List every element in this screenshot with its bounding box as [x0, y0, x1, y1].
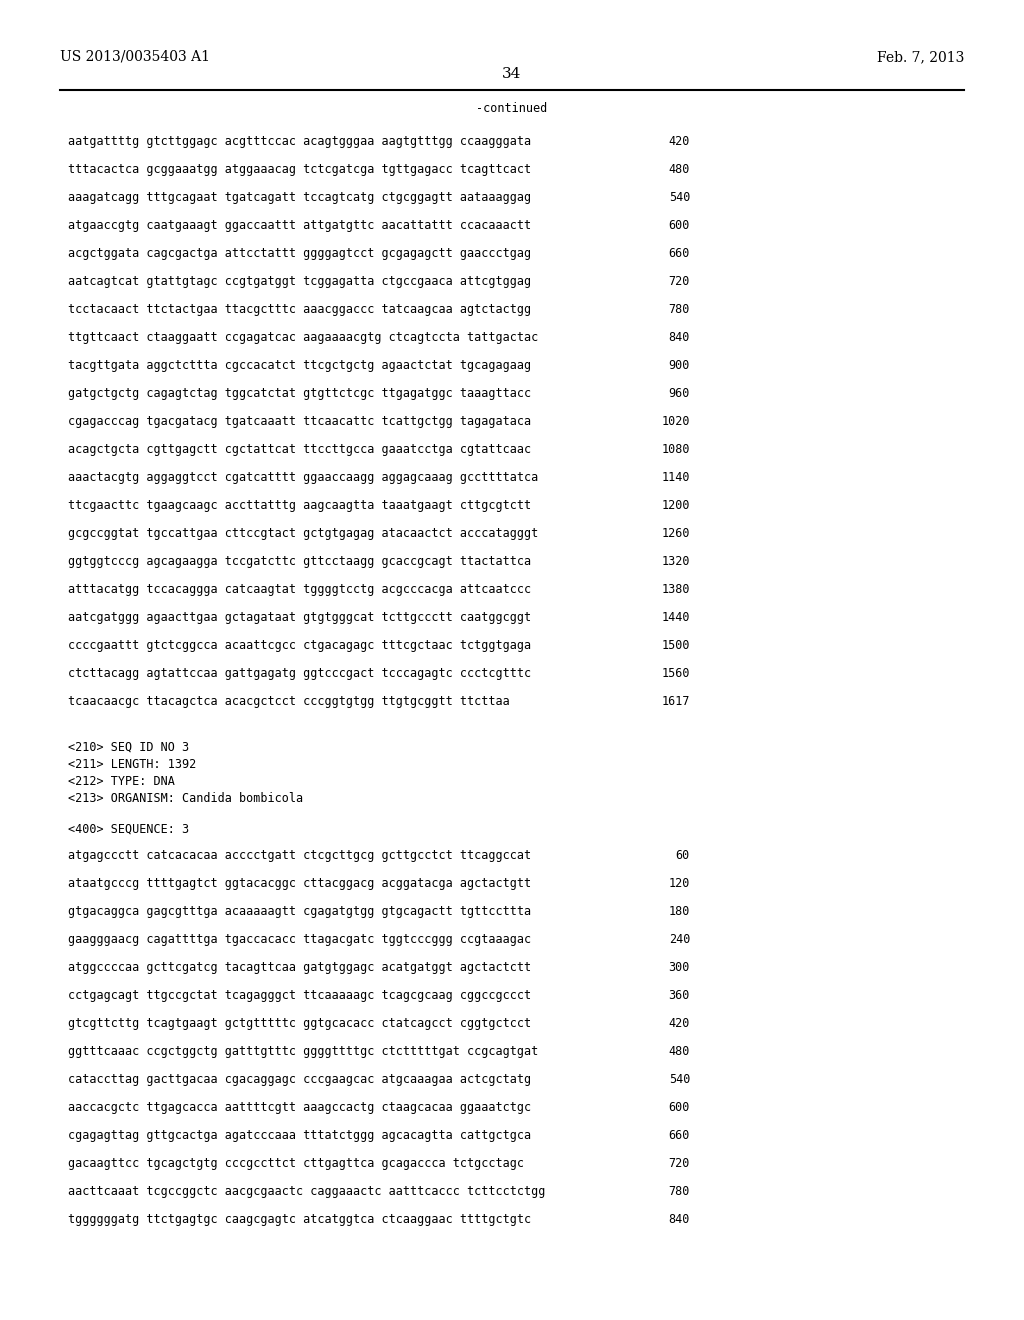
- Text: tcctacaact ttctactgaa ttacgctttc aaacggaccc tatcaagcaa agtctactgg: tcctacaact ttctactgaa ttacgctttc aaacgga…: [68, 304, 531, 315]
- Text: 540: 540: [669, 1073, 690, 1086]
- Text: ctcttacagg agtattccaa gattgagatg ggtcccgact tcccagagtc ccctcgtttc: ctcttacagg agtattccaa gattgagatg ggtcccg…: [68, 667, 531, 680]
- Text: 60: 60: [676, 849, 690, 862]
- Text: tggggggatg ttctgagtgc caagcgagtc atcatggtca ctcaaggaac ttttgctgtc: tggggggatg ttctgagtgc caagcgagtc atcatgg…: [68, 1213, 531, 1226]
- Text: 360: 360: [669, 989, 690, 1002]
- Text: aaactacgtg aggaggtcct cgatcatttt ggaaccaagg aggagcaaag gccttttatca: aaactacgtg aggaggtcct cgatcatttt ggaacca…: [68, 471, 539, 484]
- Text: atgagccctt catcacacaa acccctgatt ctcgcttgcg gcttgcctct ttcaggccat: atgagccctt catcacacaa acccctgatt ctcgctt…: [68, 849, 531, 862]
- Text: 1380: 1380: [662, 583, 690, 597]
- Text: ccccgaattt gtctcggcca acaattcgcc ctgacagagc tttcgctaac tctggtgaga: ccccgaattt gtctcggcca acaattcgcc ctgacag…: [68, 639, 531, 652]
- Text: gtcgttcttg tcagtgaagt gctgtttttc ggtgcacacc ctatcagcct cggtgctcct: gtcgttcttg tcagtgaagt gctgtttttc ggtgcac…: [68, 1016, 531, 1030]
- Text: 480: 480: [669, 162, 690, 176]
- Text: 900: 900: [669, 359, 690, 372]
- Text: aatcgatggg agaacttgaa gctagataat gtgtgggcat tcttgccctt caatggcggt: aatcgatggg agaacttgaa gctagataat gtgtggg…: [68, 611, 531, 624]
- Text: 1500: 1500: [662, 639, 690, 652]
- Text: ggtggtcccg agcagaagga tccgatcttc gttcctaagg gcaccgcagt ttactattca: ggtggtcccg agcagaagga tccgatcttc gttccta…: [68, 554, 531, 568]
- Text: acgctggata cagcgactga attcctattt ggggagtcct gcgagagctt gaaccctgag: acgctggata cagcgactga attcctattt ggggagt…: [68, 247, 531, 260]
- Text: 1260: 1260: [662, 527, 690, 540]
- Text: 600: 600: [669, 219, 690, 232]
- Text: 1617: 1617: [662, 696, 690, 708]
- Text: 1320: 1320: [662, 554, 690, 568]
- Text: <400> SEQUENCE: 3: <400> SEQUENCE: 3: [68, 822, 189, 836]
- Text: cataccttag gacttgacaa cgacaggagc cccgaagcac atgcaaagaa actcgctatg: cataccttag gacttgacaa cgacaggagc cccgaag…: [68, 1073, 531, 1086]
- Text: 780: 780: [669, 1185, 690, 1199]
- Text: tttacactca gcggaaatgg atggaaacag tctcgatcga tgttgagacc tcagttcact: tttacactca gcggaaatgg atggaaacag tctcgat…: [68, 162, 531, 176]
- Text: aaagatcagg tttgcagaat tgatcagatt tccagtcatg ctgcggagtt aataaaggag: aaagatcagg tttgcagaat tgatcagatt tccagtc…: [68, 191, 531, 205]
- Text: 720: 720: [669, 1158, 690, 1170]
- Text: atgaaccgtg caatgaaagt ggaccaattt attgatgttc aacattattt ccacaaactt: atgaaccgtg caatgaaagt ggaccaattt attgatg…: [68, 219, 531, 232]
- Text: <213> ORGANISM: Candida bombicola: <213> ORGANISM: Candida bombicola: [68, 792, 303, 805]
- Text: tcaacaacgc ttacagctca acacgctcct cccggtgtgg ttgtgcggtt ttcttaa: tcaacaacgc ttacagctca acacgctcct cccggtg…: [68, 696, 510, 708]
- Text: aaccacgctc ttgagcacca aattttcgtt aaagccactg ctaagcacaa ggaaatctgc: aaccacgctc ttgagcacca aattttcgtt aaagcca…: [68, 1101, 531, 1114]
- Text: tacgttgata aggctcttta cgccacatct ttcgctgctg agaactctat tgcagagaag: tacgttgata aggctcttta cgccacatct ttcgctg…: [68, 359, 531, 372]
- Text: gtgacaggca gagcgtttga acaaaaagtt cgagatgtgg gtgcagactt tgttccttta: gtgacaggca gagcgtttga acaaaaagtt cgagatg…: [68, 906, 531, 917]
- Text: atggccccaa gcttcgatcg tacagttcaa gatgtggagc acatgatggt agctactctt: atggccccaa gcttcgatcg tacagttcaa gatgtgg…: [68, 961, 531, 974]
- Text: aacttcaaat tcgccggctc aacgcgaactc caggaaactc aatttcaccc tcttcctctgg: aacttcaaat tcgccggctc aacgcgaactc caggaa…: [68, 1185, 546, 1199]
- Text: 120: 120: [669, 876, 690, 890]
- Text: ataatgcccg ttttgagtct ggtacacggc cttacggacg acggatacga agctactgtt: ataatgcccg ttttgagtct ggtacacggc cttacgg…: [68, 876, 531, 890]
- Text: 240: 240: [669, 933, 690, 946]
- Text: 1560: 1560: [662, 667, 690, 680]
- Text: 660: 660: [669, 1129, 690, 1142]
- Text: atttacatgg tccacaggga catcaagtat tggggtcctg acgcccacga attcaatccc: atttacatgg tccacaggga catcaagtat tggggtc…: [68, 583, 531, 597]
- Text: 960: 960: [669, 387, 690, 400]
- Text: aatcagtcat gtattgtagc ccgtgatggt tcggagatta ctgccgaaca attcgtggag: aatcagtcat gtattgtagc ccgtgatggt tcggaga…: [68, 275, 531, 288]
- Text: 1020: 1020: [662, 414, 690, 428]
- Text: 1140: 1140: [662, 471, 690, 484]
- Text: gaagggaacg cagattttga tgaccacacc ttagacgatc tggtcccggg ccgtaaagac: gaagggaacg cagattttga tgaccacacc ttagacg…: [68, 933, 531, 946]
- Text: 34: 34: [503, 67, 521, 81]
- Text: -continued: -continued: [476, 102, 548, 115]
- Text: 540: 540: [669, 191, 690, 205]
- Text: acagctgcta cgttgagctt cgctattcat ttccttgcca gaaatcctga cgtattcaac: acagctgcta cgttgagctt cgctattcat ttccttg…: [68, 444, 531, 455]
- Text: 1080: 1080: [662, 444, 690, 455]
- Text: 480: 480: [669, 1045, 690, 1059]
- Text: aatgattttg gtcttggagc acgtttccac acagtgggaa aagtgtttgg ccaagggata: aatgattttg gtcttggagc acgtttccac acagtgg…: [68, 135, 531, 148]
- Text: 660: 660: [669, 247, 690, 260]
- Text: 420: 420: [669, 1016, 690, 1030]
- Text: gacaagttcc tgcagctgtg cccgccttct cttgagttca gcagaccca tctgcctagc: gacaagttcc tgcagctgtg cccgccttct cttgagt…: [68, 1158, 524, 1170]
- Text: Feb. 7, 2013: Feb. 7, 2013: [877, 50, 964, 63]
- Text: 180: 180: [669, 906, 690, 917]
- Text: cgagagttag gttgcactga agatcccaaa tttatctggg agcacagtta cattgctgca: cgagagttag gttgcactga agatcccaaa tttatct…: [68, 1129, 531, 1142]
- Text: <211> LENGTH: 1392: <211> LENGTH: 1392: [68, 758, 197, 771]
- Text: 1440: 1440: [662, 611, 690, 624]
- Text: <210> SEQ ID NO 3: <210> SEQ ID NO 3: [68, 741, 189, 754]
- Text: 840: 840: [669, 1213, 690, 1226]
- Text: gatgctgctg cagagtctag tggcatctat gtgttctcgc ttgagatggc taaagttacc: gatgctgctg cagagtctag tggcatctat gtgttct…: [68, 387, 531, 400]
- Text: <212> TYPE: DNA: <212> TYPE: DNA: [68, 775, 175, 788]
- Text: ggtttcaaac ccgctggctg gatttgtttc ggggttttgc ctctttttgat ccgcagtgat: ggtttcaaac ccgctggctg gatttgtttc ggggttt…: [68, 1045, 539, 1059]
- Text: cgagacccag tgacgatacg tgatcaaatt ttcaacattc tcattgctgg tagagataca: cgagacccag tgacgatacg tgatcaaatt ttcaaca…: [68, 414, 531, 428]
- Text: gcgccggtat tgccattgaa cttccgtact gctgtgagag atacaactct acccatagggt: gcgccggtat tgccattgaa cttccgtact gctgtga…: [68, 527, 539, 540]
- Text: cctgagcagt ttgccgctat tcagagggct ttcaaaaagc tcagcgcaag cggccgccct: cctgagcagt ttgccgctat tcagagggct ttcaaaa…: [68, 989, 531, 1002]
- Text: 600: 600: [669, 1101, 690, 1114]
- Text: 300: 300: [669, 961, 690, 974]
- Text: 420: 420: [669, 135, 690, 148]
- Text: 840: 840: [669, 331, 690, 345]
- Text: ttcgaacttc tgaagcaagc accttatttg aagcaagtta taaatgaagt cttgcgtctt: ttcgaacttc tgaagcaagc accttatttg aagcaag…: [68, 499, 531, 512]
- Text: 1200: 1200: [662, 499, 690, 512]
- Text: ttgttcaact ctaaggaatt ccgagatcac aagaaaacgtg ctcagtccta tattgactac: ttgttcaact ctaaggaatt ccgagatcac aagaaaa…: [68, 331, 539, 345]
- Text: 720: 720: [669, 275, 690, 288]
- Text: 780: 780: [669, 304, 690, 315]
- Text: US 2013/0035403 A1: US 2013/0035403 A1: [60, 50, 210, 63]
